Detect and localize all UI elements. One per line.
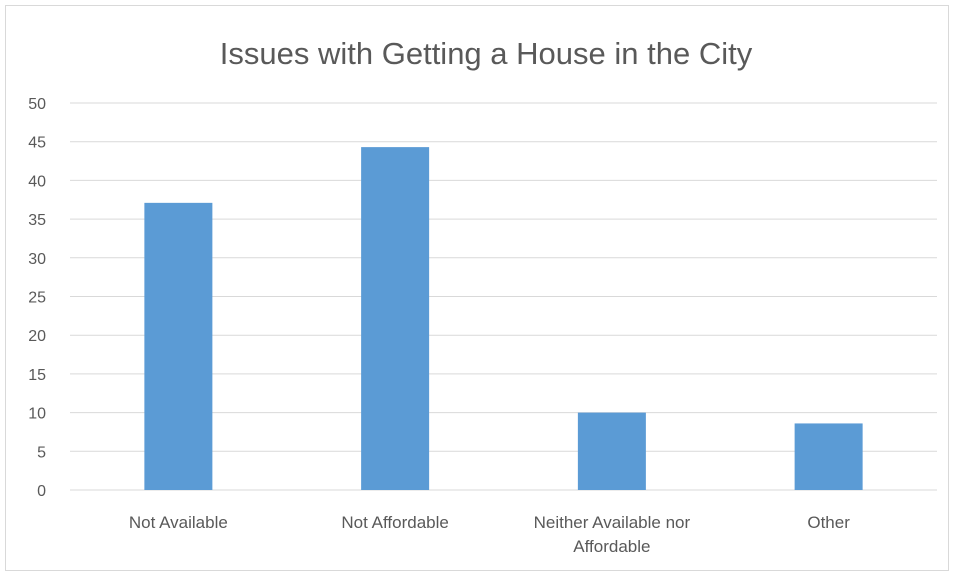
x-category-label: Neither Available nor: [534, 513, 691, 532]
x-axis-labels: Not Available Not Affordable Neither Avail…: [129, 513, 850, 556]
y-tick-label: 50: [28, 96, 46, 113]
chart-title: Issues with Getting a House in the City: [220, 36, 753, 71]
y-tick-label: 20: [28, 328, 46, 345]
bar: [144, 202, 213, 490]
y-axis-ticks: 0 5 10 15 20 25 30 35 40 45 50: [28, 96, 46, 500]
y-tick-label: 10: [28, 406, 46, 423]
bar: [794, 423, 863, 490]
x-category-label: Affordable: [573, 537, 650, 556]
y-tick-label: 5: [37, 444, 46, 461]
bar: [577, 412, 646, 490]
y-tick-label: 40: [28, 173, 46, 190]
y-tick-label: 15: [28, 367, 46, 384]
bar: [361, 147, 430, 491]
y-tick-label: 25: [28, 290, 46, 307]
y-tick-label: 0: [37, 483, 46, 500]
x-category-label: Not Available: [129, 513, 228, 532]
y-tick-label: 45: [28, 135, 46, 152]
y-tick-label: 35: [28, 212, 46, 229]
gridlines: [70, 102, 937, 491]
bars: [144, 147, 863, 491]
x-category-label: Not Affordable: [341, 513, 448, 532]
x-category-label: Other: [807, 513, 850, 532]
y-tick-label: 30: [28, 251, 46, 268]
